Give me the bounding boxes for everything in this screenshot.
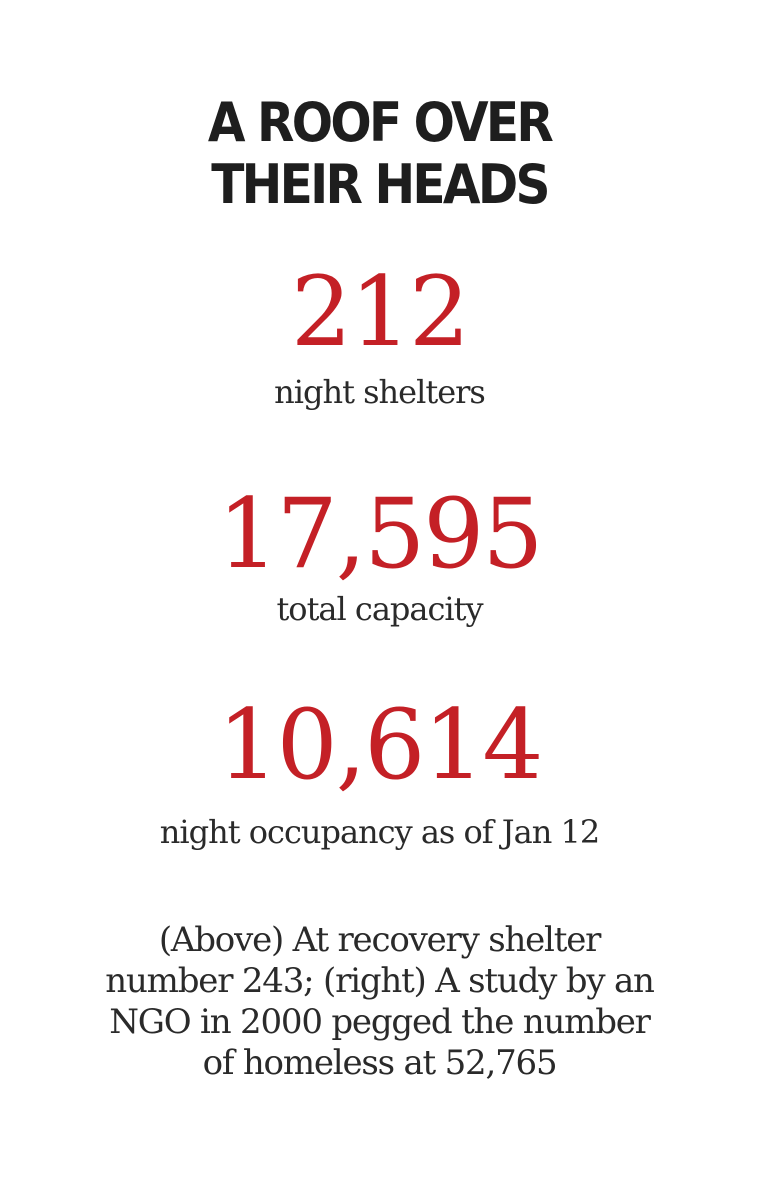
- caption-line-4: of homeless at 52,765: [202, 1043, 558, 1083]
- stat-night-shelters-value: 212: [290, 256, 470, 368]
- caption-line-2: number 243; (right) A study by an: [105, 961, 655, 1001]
- photo-caption: (Above) At recovery shelter number 243; …: [40, 920, 719, 1084]
- stat-night-shelters-label: night shelters: [274, 373, 486, 411]
- headline-line-2: THEIR HEADS: [211, 153, 550, 216]
- stat-total-capacity-value: 17,595: [217, 478, 544, 590]
- stat-night-occupancy-label: night occupancy as of Jan 12: [159, 813, 600, 851]
- caption-line-3: NGO in 2000 pegged the number: [109, 1002, 651, 1042]
- caption-line-1: (Above) At recovery shelter: [158, 920, 602, 960]
- stat-total-capacity-label: total capacity: [276, 590, 483, 628]
- stat-night-occupancy-value: 10,614: [217, 689, 544, 801]
- headline: A ROOF OVER THEIR HEADS: [38, 92, 721, 216]
- headline-line-1: A ROOF OVER: [207, 91, 554, 154]
